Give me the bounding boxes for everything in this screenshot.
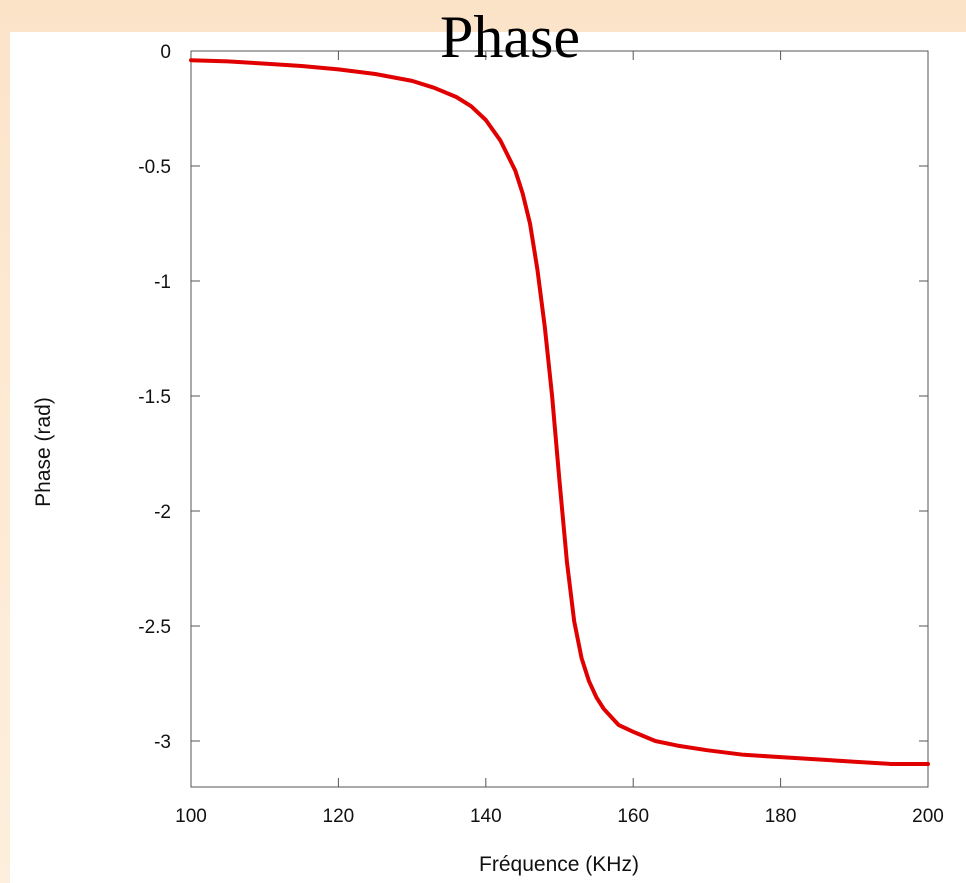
axes	[190, 50, 929, 788]
x-tick-label: 120	[323, 806, 355, 827]
x-tick-label: 160	[617, 806, 649, 827]
y-tick-label: -2.5	[138, 617, 171, 638]
series-layer	[189, 58, 930, 766]
x-axis-label: Fréquence (KHz)	[479, 853, 639, 876]
x-tick-label: 140	[470, 806, 502, 827]
y-tick-label: 0	[160, 42, 171, 63]
y-tick-label: -0.5	[138, 157, 171, 178]
y-tick-label: -2	[154, 502, 171, 523]
chart-panel: 0 -0.5 -1 -1.5 -2 -2.5 -3 100 120 140 160 180 200 Fr…	[10, 32, 966, 883]
y-tick-label: -3	[154, 732, 171, 753]
slide-title: Phase	[440, 4, 580, 70]
x-tick-label: 100	[175, 806, 207, 827]
y-tick-label: -1.5	[138, 387, 171, 408]
phase-series-line	[189, 58, 930, 766]
y-tick-label: -1	[154, 272, 171, 293]
plot-frame	[190, 50, 929, 788]
ticks: 0 -0.5 -1 -1.5 -2 -2.5 -3 100 120 140 160 180 200	[138, 42, 944, 827]
x-tick-label: 200	[912, 806, 944, 827]
y-axis-label: Phase (rad)	[32, 397, 55, 507]
phase-chart: 0 -0.5 -1 -1.5 -2 -2.5 -3 100 120 140 160 180 200 Fr…	[32, 42, 944, 876]
x-tick-label: 180	[765, 806, 797, 827]
